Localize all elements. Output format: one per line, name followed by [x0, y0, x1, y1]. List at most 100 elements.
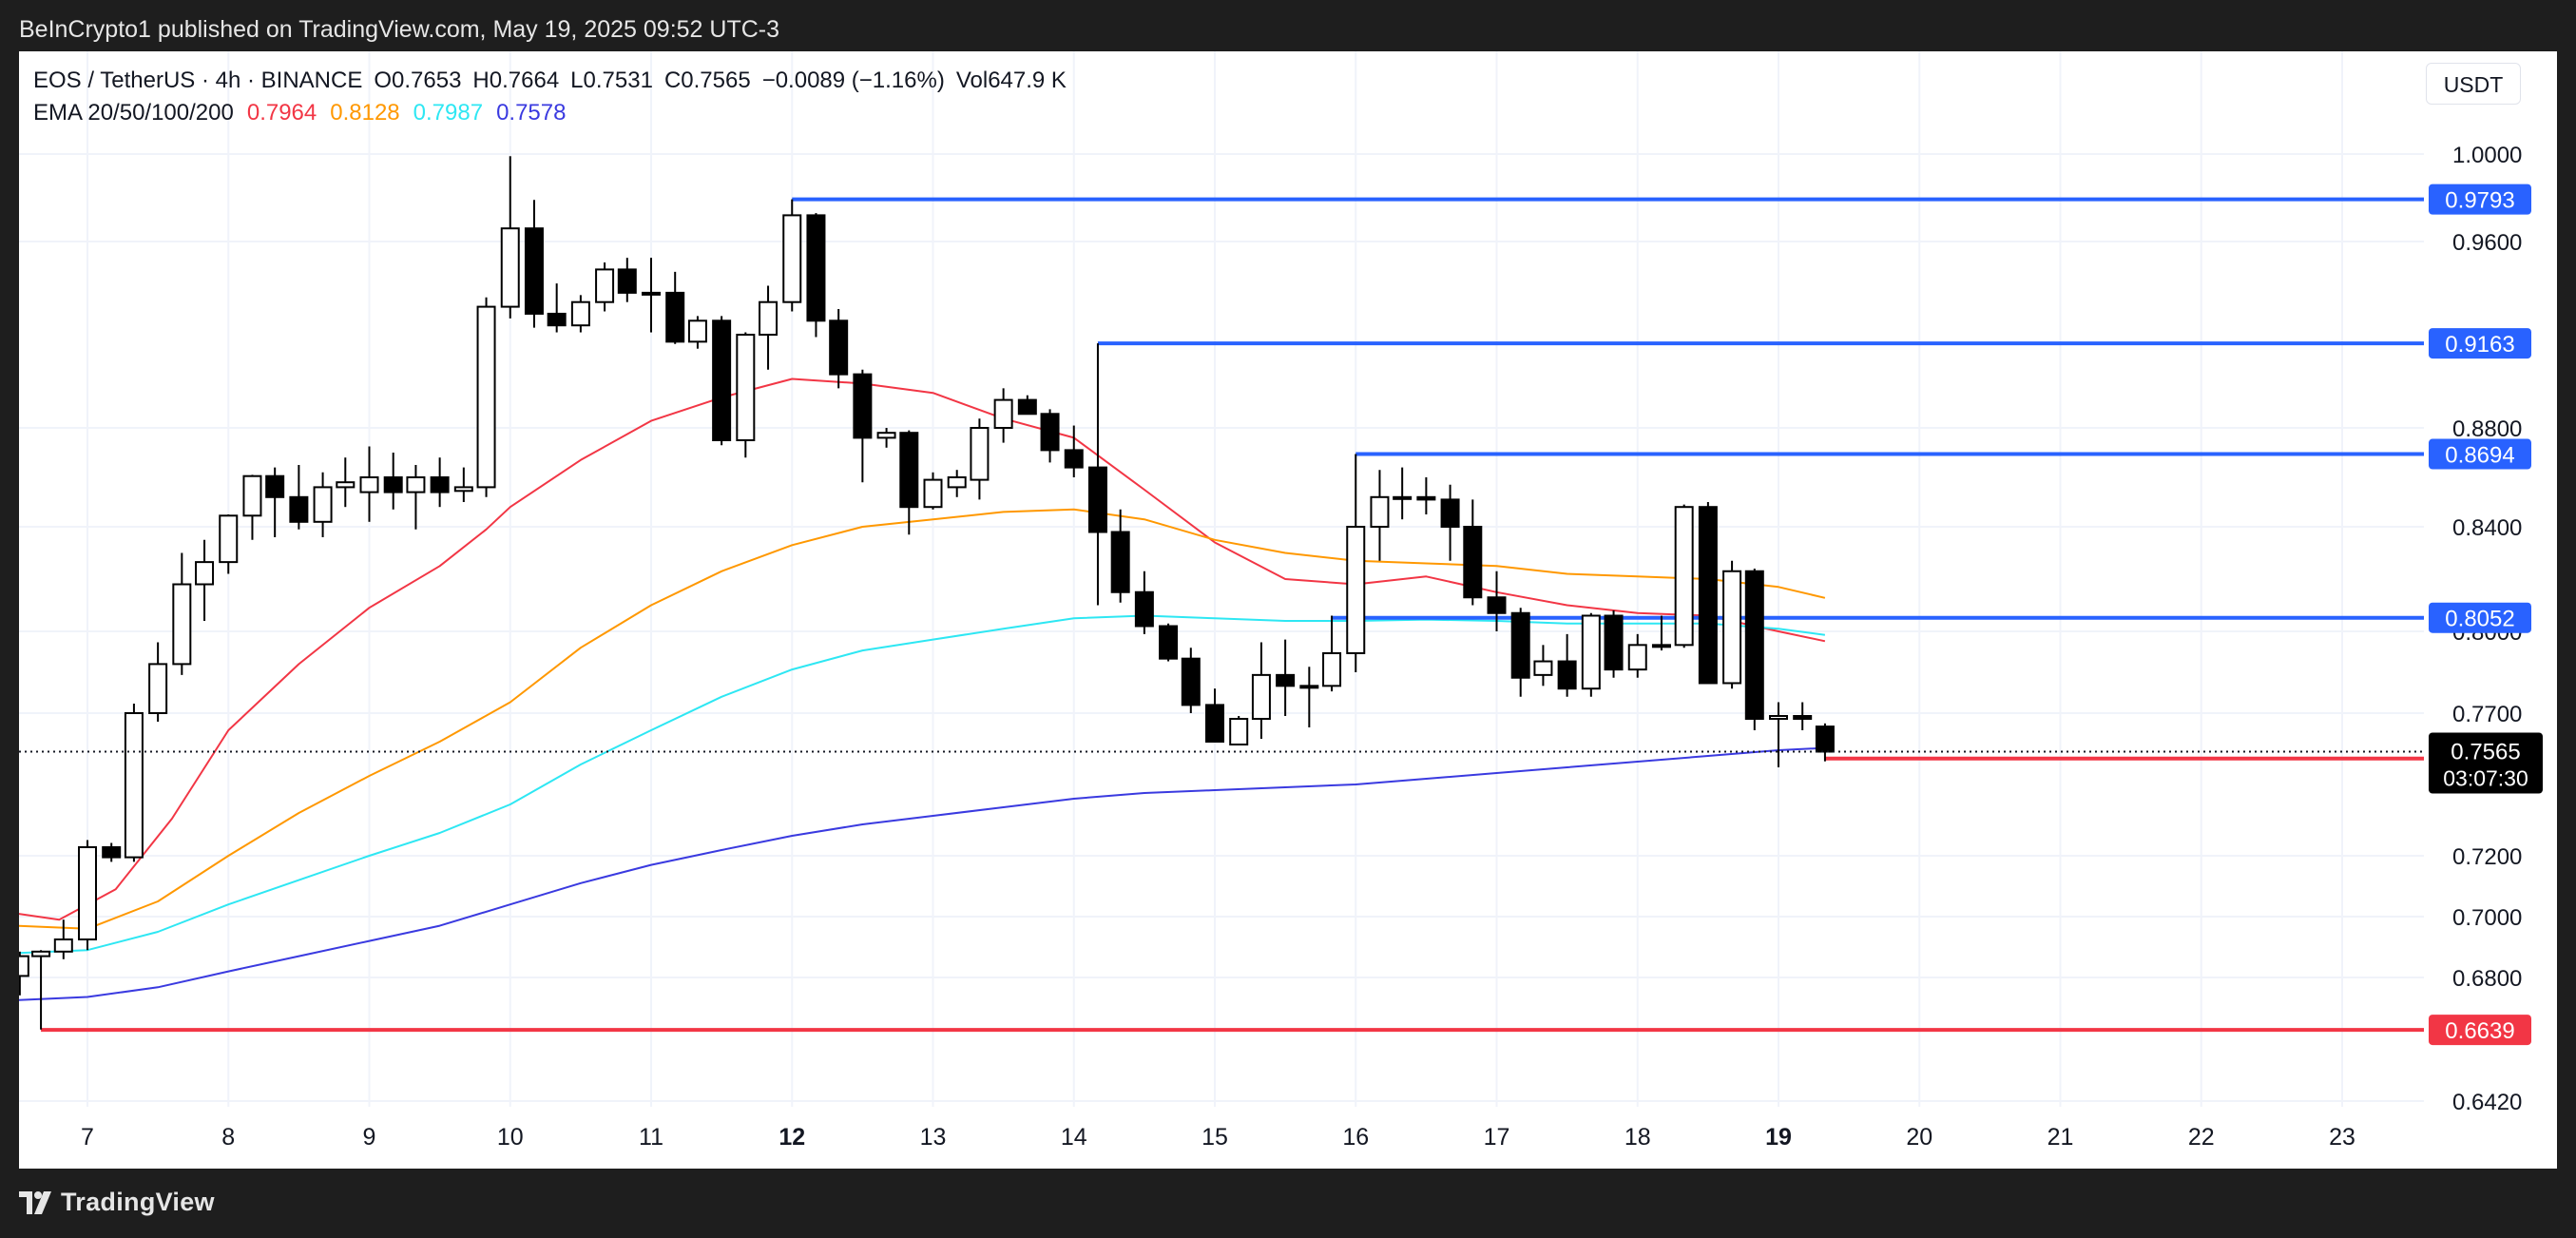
candle-body: [1487, 596, 1507, 614]
candle-body: [1651, 644, 1671, 648]
candle: [782, 199, 802, 312]
candle-body: [524, 227, 544, 315]
candle: [453, 467, 473, 502]
y-tick-label: 0.7200: [2452, 844, 2522, 870]
candle: [1815, 723, 1835, 762]
symbol-name[interactable]: EOS / TetherUS · 4h · BINANCE: [33, 68, 363, 93]
candle-body: [19, 955, 29, 977]
candle-body: [782, 214, 802, 303]
candle: [430, 457, 450, 508]
currency-button[interactable]: USDT: [2426, 63, 2521, 105]
candle-body: [31, 950, 51, 958]
candle: [617, 258, 637, 302]
candle: [1581, 612, 1601, 697]
candle: [406, 465, 426, 530]
candle-body: [148, 663, 168, 715]
candle-body: [899, 432, 919, 509]
candle-body: [1557, 660, 1577, 690]
y-tick-label: 0.7700: [2452, 702, 2522, 727]
change-value: −0.0089 (−1.16%): [761, 68, 945, 93]
candle-body: [829, 319, 849, 376]
x-tick-label: 8: [221, 1124, 235, 1151]
candle: [219, 514, 239, 574]
candle-body: [406, 476, 426, 493]
candle: [1346, 454, 1366, 672]
y-tick-label: 0.6420: [2452, 1090, 2522, 1115]
footer-brand[interactable]: TradingView: [61, 1188, 215, 1216]
ema100-line: [19, 614, 1826, 955]
candle-body: [1416, 495, 1436, 501]
candle: [1017, 395, 1037, 416]
ema200-value: 0.7578: [496, 100, 567, 126]
candle: [476, 297, 496, 497]
candle: [993, 388, 1013, 443]
ema20-value: 0.7964: [246, 100, 317, 126]
x-tick-label: 10: [497, 1124, 524, 1151]
candle: [359, 446, 379, 522]
candle-body: [687, 319, 707, 343]
high-value: 0.7664: [489, 68, 560, 93]
ema-title[interactable]: EMA 20/50/100/200: [33, 100, 234, 126]
support-0.6639-label: 0.6639: [2429, 1015, 2531, 1046]
resistance-0.8052-label: 0.8052: [2429, 602, 2531, 633]
candle: [1604, 610, 1624, 678]
candle-body: [313, 486, 333, 523]
candle-body: [195, 561, 215, 586]
candle: [1322, 615, 1342, 692]
x-tick-label: 7: [81, 1124, 94, 1151]
candle: [1110, 509, 1130, 603]
ema-row: EMA 20/50/100/200 0.7964 0.8128 0.7987 0.757…: [33, 97, 1072, 129]
price-chart[interactable]: 1.00000.96000.88000.84000.80000.77000.72…: [19, 51, 2557, 1169]
candle-body: [1276, 673, 1296, 687]
resistance-0.9793-label: 0.9793: [2429, 184, 2531, 215]
candle-body: [853, 373, 873, 439]
price-label-text: 0.6639: [2445, 1018, 2514, 1044]
candle: [313, 472, 333, 537]
candle: [124, 703, 144, 862]
ema50-value: 0.8128: [330, 100, 400, 126]
candle: [570, 295, 590, 333]
candle-body: [947, 476, 967, 489]
price-label-text: 0.8052: [2445, 607, 2514, 632]
footer-bar: TradingView: [0, 1169, 2576, 1238]
candle: [1370, 470, 1390, 561]
y-tick-label: 0.8800: [2452, 416, 2522, 442]
y-tick-label: 1.0000: [2452, 143, 2522, 168]
candle-body: [570, 300, 590, 327]
candle: [1064, 425, 1084, 477]
tradingview-logo-icon: [19, 1191, 51, 1214]
candle: [923, 472, 943, 510]
candle-body: [1674, 506, 1694, 647]
candle: [289, 465, 309, 530]
candle-body: [1134, 590, 1154, 628]
candle-body: [1299, 685, 1319, 689]
x-tick-label: 11: [639, 1124, 663, 1151]
x-tick-label: 9: [363, 1124, 376, 1151]
candle: [1627, 633, 1647, 678]
volume-label: Vol: [955, 68, 989, 93]
candle-body: [923, 478, 943, 509]
x-tick-label: 16: [1342, 1124, 1369, 1151]
last-price-bg: [2429, 732, 2543, 794]
candle-body: [1110, 531, 1130, 593]
candle-body: [124, 712, 144, 859]
x-tick-label: 13: [920, 1124, 947, 1151]
candle: [1416, 477, 1436, 514]
candle: [1181, 648, 1201, 713]
candle: [1393, 467, 1413, 520]
candle: [829, 309, 849, 389]
candle-body: [172, 583, 192, 666]
candle-body: [1346, 526, 1366, 654]
published-text: BeInCrypto1 published on TradingView.com…: [19, 16, 779, 43]
x-tick-label: 21: [2047, 1124, 2074, 1151]
candle-body: [1370, 495, 1390, 528]
candle: [1276, 639, 1296, 716]
open-label: O: [374, 68, 393, 93]
candle: [19, 951, 29, 996]
candle-body: [1440, 498, 1460, 528]
chart-panel[interactable]: 1.00000.96000.88000.84000.80000.77000.72…: [19, 51, 2557, 1169]
candle: [336, 457, 356, 508]
candle-body: [430, 476, 450, 493]
x-tick-label: 15: [1201, 1124, 1228, 1151]
candle: [242, 474, 262, 540]
